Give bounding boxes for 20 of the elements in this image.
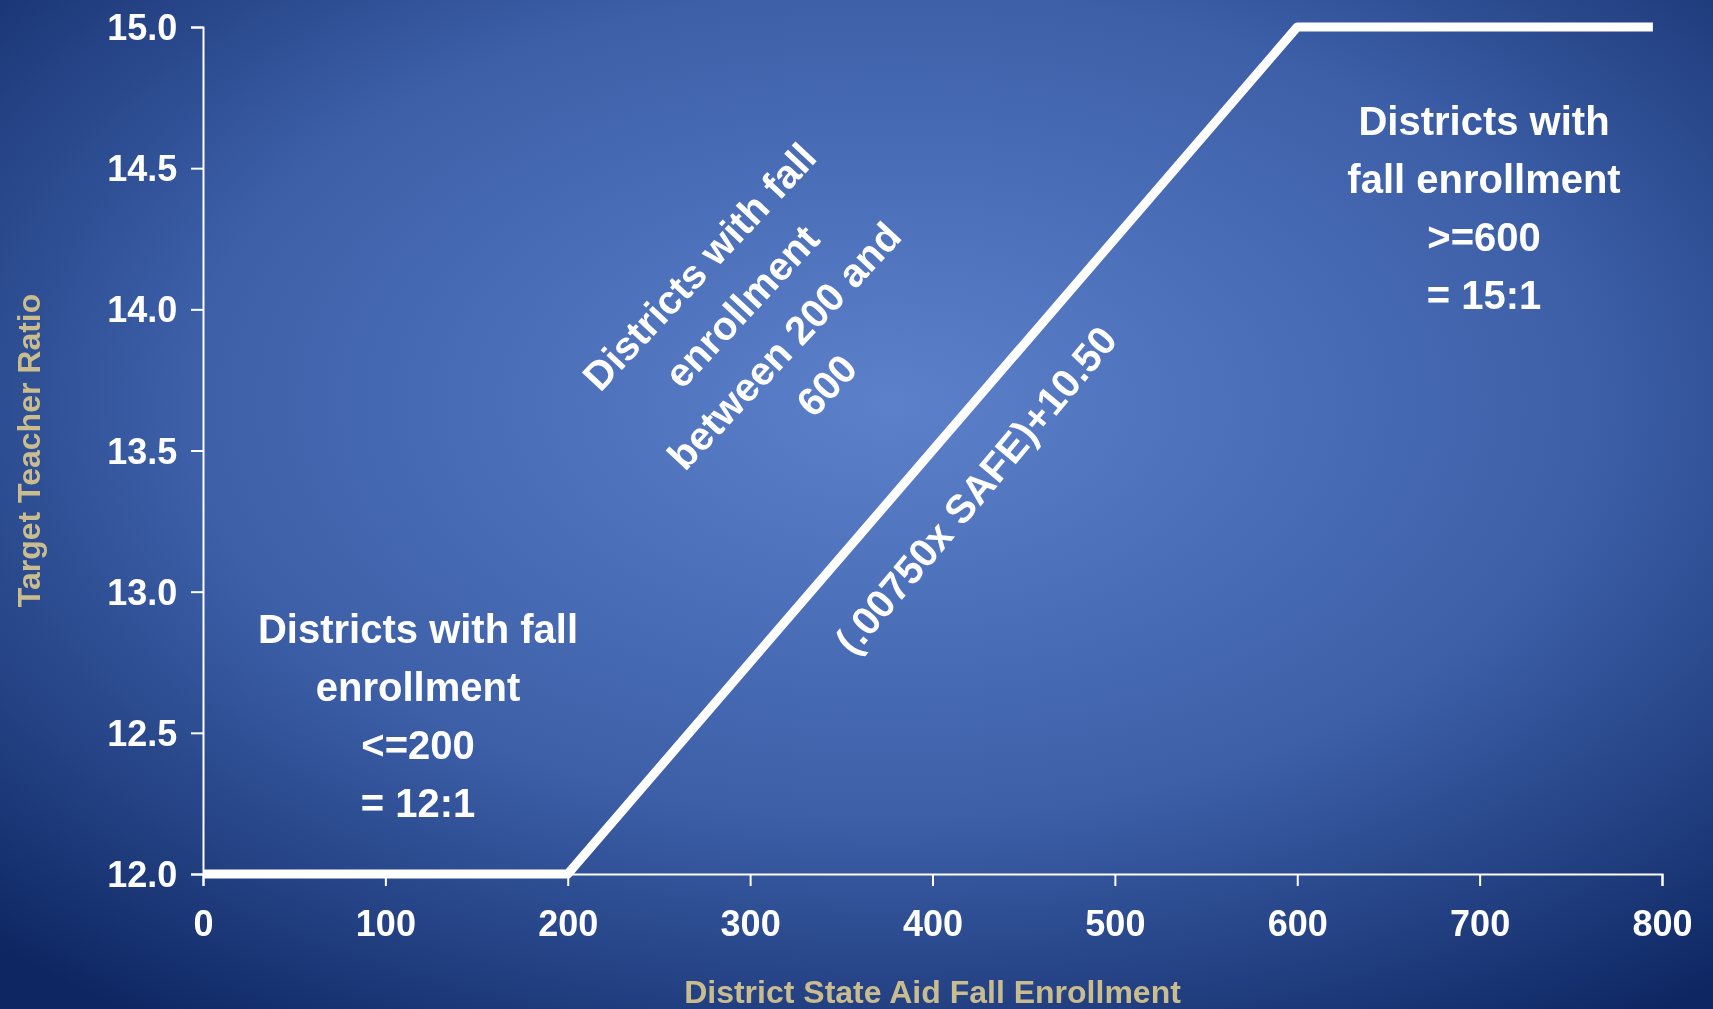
x-tick-label: 600 — [1267, 902, 1328, 944]
x-tick-label: 700 — [1450, 902, 1511, 944]
annotation: Districts with fall enrollment >=600 = 15:1 — [1347, 98, 1621, 317]
x-axis-title: District State Aid Fall Enrollment — [684, 974, 1182, 1009]
x-tick-label: 400 — [902, 902, 964, 944]
x-tick-label: 800 — [1632, 902, 1693, 944]
annotation: Districts with fall enrollment <=200 = 12:1 — [257, 606, 579, 825]
y-axis-title: Target Teacher Ratio — [11, 293, 47, 608]
x-tick-label: 0 — [193, 902, 214, 944]
y-tick-label: 14.5 — [107, 148, 178, 190]
y-tick-label: 15.0 — [107, 7, 178, 49]
x-tick-label: 200 — [538, 902, 599, 944]
x-tick-label: 100 — [355, 902, 416, 944]
y-tick-label: 12.5 — [107, 712, 178, 754]
x-tick-label: 500 — [1085, 902, 1146, 944]
x-tick-label: 300 — [720, 902, 781, 944]
y-tick-label: 13.5 — [107, 430, 178, 472]
y-tick-label: 12.0 — [107, 854, 178, 896]
y-tick-label: 14.0 — [107, 289, 178, 331]
y-tick-label: 13.0 — [107, 571, 178, 613]
